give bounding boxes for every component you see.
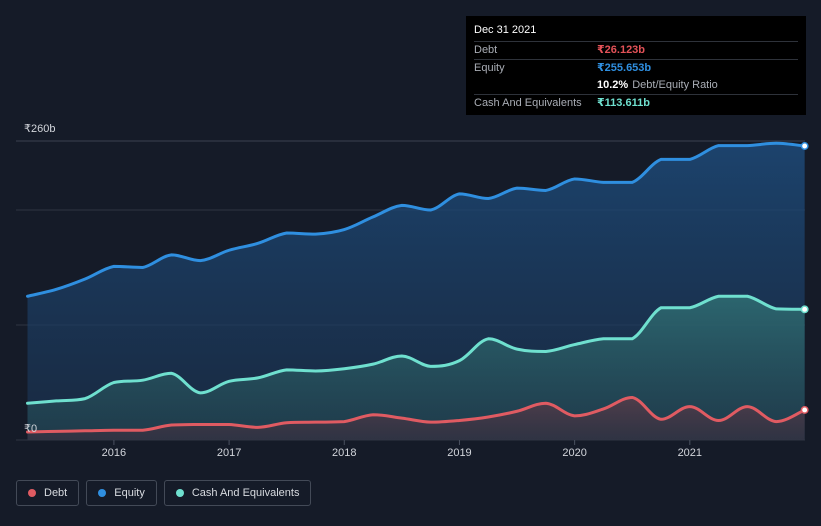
tooltip-cash-label: Cash And Equivalents	[474, 97, 582, 109]
legend-dot-debt-icon	[28, 489, 36, 497]
area-debt	[27, 397, 805, 440]
end-marker-cash	[800, 305, 809, 314]
x-tick-label-2017: 2017	[217, 447, 241, 459]
tooltip-debt-value: ₹26.123b	[597, 44, 646, 56]
legend-item-equity[interactable]: Equity	[86, 480, 157, 506]
tooltip-row-cash: Cash And Equivalents ₹113.611b	[474, 94, 798, 112]
tooltip-row-debt: Debt ₹26.123b	[474, 41, 798, 59]
tooltip-equity-label: Equity	[474, 62, 505, 74]
x-tick-label-2019: 2019	[447, 447, 471, 459]
x-axis-ticks: 2016 2017 2018 2019 2020 2021	[102, 440, 702, 459]
line-equity	[26, 141, 807, 298]
legend-dot-cash-icon	[175, 489, 184, 497]
series-end-markers	[800, 142, 809, 414]
legend-label-debt: Debt	[44, 487, 68, 499]
series-lines	[26, 141, 807, 434]
tooltip-row-equity: Equity ₹255.653b	[474, 59, 798, 77]
tooltip-cash-value: ₹113.611b	[597, 97, 650, 109]
y-tick-label-zero: ₹0	[24, 423, 37, 435]
x-tick-label-2018: 2018	[332, 447, 356, 459]
legend-label-cash: Cash And Equivalents	[191, 487, 300, 499]
legend-item-cash[interactable]: Cash And Equivalents	[163, 480, 312, 506]
x-tick-label-2020: 2020	[562, 447, 586, 459]
data-tooltip: Dec 31 2021 Debt ₹26.123b Equity ₹255.65…	[466, 16, 806, 115]
x-tick-label-2021: 2021	[678, 447, 702, 459]
tooltip-ratio-label: Debt/Equity Ratio	[632, 79, 718, 91]
tooltip-date: Dec 31 2021	[474, 24, 537, 36]
line-debt	[26, 395, 807, 434]
legend-item-debt[interactable]: Debt	[16, 480, 80, 506]
tooltip-row-ratio: 10.2% Debt/Equity Ratio	[474, 77, 798, 94]
tooltip-debt-label: Debt	[474, 44, 498, 56]
series-areas	[27, 143, 805, 441]
tooltip-equity-value: ₹255.653b	[597, 62, 652, 74]
legend-dot-equity-icon	[98, 489, 107, 497]
tooltip-ratio-value: 10.2%	[597, 79, 629, 91]
y-tick-label-max: ₹260b	[24, 123, 55, 135]
chart-legend: Debt Equity Cash And Equivalents	[16, 480, 312, 506]
end-marker-debt	[800, 406, 809, 414]
x-tick-label-2016: 2016	[102, 447, 126, 459]
end-marker-equity	[800, 142, 809, 150]
line-cash	[26, 294, 807, 405]
area-cash	[27, 296, 805, 440]
legend-label-equity: Equity	[114, 487, 145, 499]
